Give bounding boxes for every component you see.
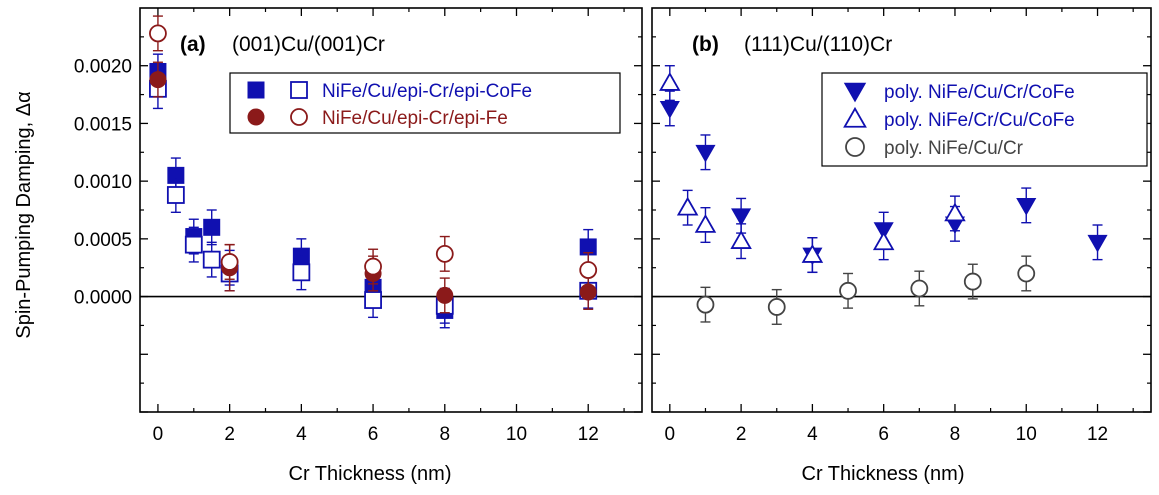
data-point [1017,264,1036,283]
data-point [839,281,857,300]
legend-marker [290,108,308,126]
data-point [801,244,824,263]
data-point [202,250,221,269]
legend-marker [247,81,265,99]
legend-label: poly. NiFe/Cu/Cr [884,138,1024,159]
data-point [149,24,167,43]
panel-label: (b) [692,33,719,56]
panel-title: (111)Cu/(110)Cr [744,33,892,56]
data-point [695,144,716,163]
data-point [659,101,680,119]
legend-marker [845,137,865,157]
x-tick-label: 12 [1087,424,1108,445]
data-point [364,257,382,276]
data-point [166,186,185,204]
data-point [184,235,203,254]
panel-a: 0 2 4 6 8 10 12 0.0000 0.0005 0.0010 0.0015 0.0020 (… [74,7,643,445]
data-point [696,295,715,314]
legend-label: poly. NiFe/Cu/Cr/CoFe [884,82,1075,103]
data-point [872,231,895,251]
legend-box [821,72,1148,167]
x-axis-label-a: Cr Thickness (nm) [289,463,452,485]
data-point [1016,197,1037,216]
y-tick-label: 0.0020 [74,57,132,78]
x-tick-label: 10 [1016,424,1037,445]
data-point [694,213,717,233]
x-tick-label: 2 [224,424,235,445]
data-point [730,230,752,249]
legend-marker [290,81,308,99]
x-tick-label: 0 [153,424,164,445]
data-point [731,208,752,226]
data-point [676,196,699,216]
data-point [203,218,221,236]
legend-marker [843,82,867,103]
data-point [436,286,454,304]
y-tick-label: 0.0015 [74,114,132,135]
panel-title: (001)Cu/(001)Cr [232,33,385,56]
data-point [910,279,929,298]
data-point [767,298,786,316]
legend-label: NiFe/Cu/epi-Cr/epi-CoFe [322,81,532,102]
x-tick-label: 10 [506,424,527,445]
panel-b: 0 2 4 6 8 10 12 (b) (111)Cu/(110)Cr poly. NiFe/Cu… [651,7,1152,445]
x-tick-label: 0 [665,424,676,445]
y-tick-label: 0.0000 [74,288,132,309]
legend-label: poly. NiFe/Cr/Cu/CoFe [884,110,1075,131]
x-tick-label: 8 [439,424,450,445]
x-tick-label: 12 [578,424,599,445]
legend-label: NiFe/Cu/epi-Cr/epi-Fe [322,108,508,129]
panel-label: (a) [180,33,206,56]
y-tick-label: 0.0005 [74,230,132,251]
data-point [659,72,681,91]
legend-marker [247,108,265,126]
legend-marker [843,106,867,128]
data-point [1087,234,1108,253]
plot-frame [651,7,1152,413]
data-point [220,253,239,271]
data-point [944,202,966,222]
x-tick-label: 4 [296,424,307,445]
x-tick-label: 8 [950,424,961,445]
data-point [149,71,167,89]
y-tick-label: 0.0010 [74,172,132,193]
x-tick-label: 6 [878,424,889,445]
x-tick-label: 6 [368,424,379,445]
data-point [579,261,598,279]
x-axis-label-b: Cr Thickness (nm) [802,463,965,485]
data-point [435,244,454,263]
data-point [963,272,982,291]
y-axis-label: Spin-Pumping Damping, Δα [13,91,35,338]
x-tick-label: 2 [736,424,747,445]
x-tick-label: 4 [807,424,818,445]
data-point [364,291,382,309]
data-point [292,263,311,282]
